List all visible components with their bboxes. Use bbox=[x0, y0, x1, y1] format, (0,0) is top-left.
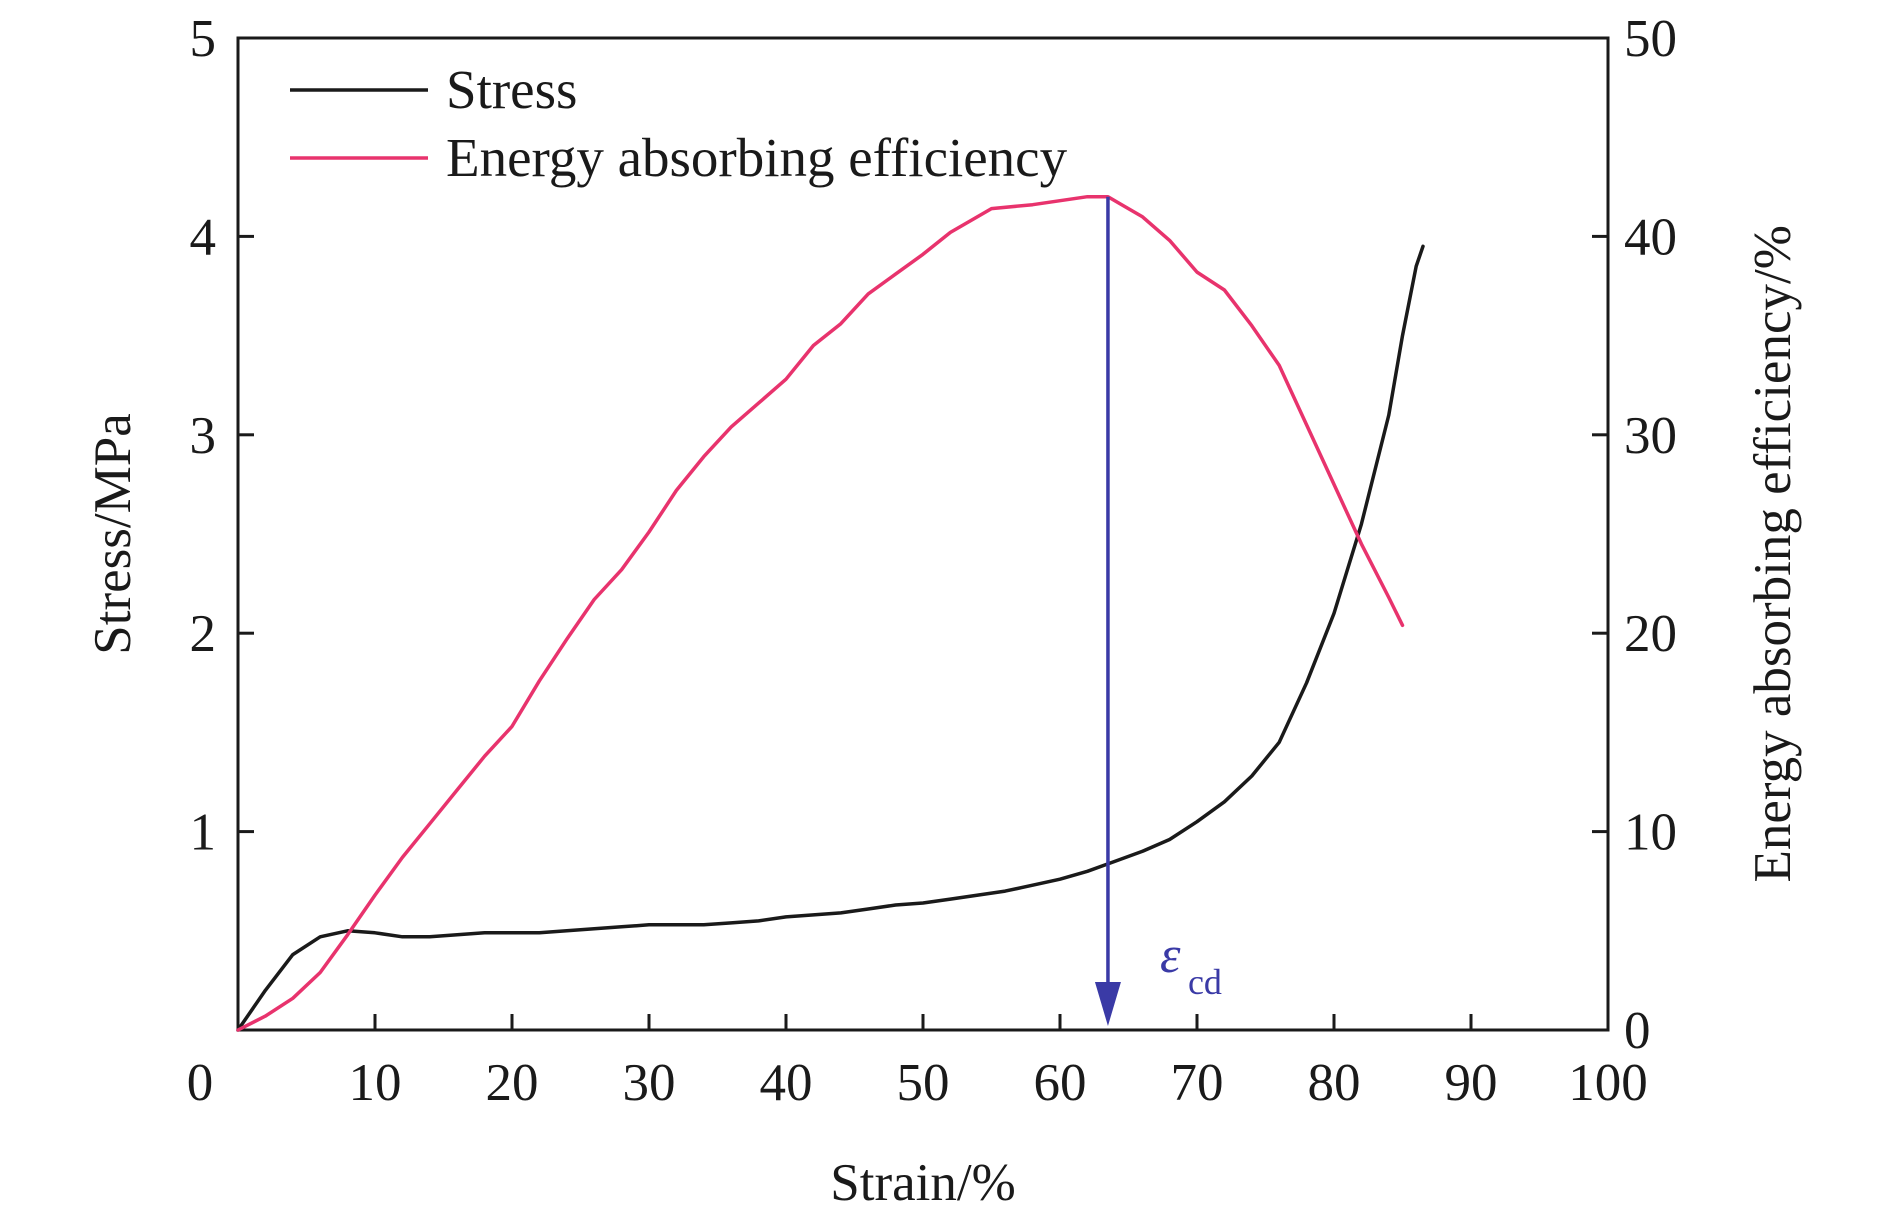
x-tick-label: 30 bbox=[623, 1054, 676, 1112]
x-tick-label: 80 bbox=[1308, 1054, 1361, 1112]
legend-label-stress: Stress bbox=[446, 59, 577, 120]
y2-tick-label: 40 bbox=[1624, 208, 1677, 266]
y2-tick-label: 30 bbox=[1624, 407, 1677, 465]
x-tick-label: 10 bbox=[349, 1054, 402, 1112]
y2-axis-title: Energy absorbing efficiency/% bbox=[1744, 225, 1802, 882]
epsilon-cd-arrow-head bbox=[1094, 982, 1121, 1026]
x-axis-title: Strain/% bbox=[830, 1154, 1015, 1212]
epsilon-cd-label: ε bbox=[1160, 927, 1181, 984]
stress-line bbox=[236, 244, 1425, 1032]
y-tick-label: 5 bbox=[190, 10, 217, 68]
x-tick-label: 50 bbox=[897, 1054, 950, 1112]
x-tick-label: 20 bbox=[486, 1054, 539, 1112]
x-tick-label: 0 bbox=[187, 1054, 214, 1112]
x-tick-label: 60 bbox=[1034, 1054, 1087, 1112]
x-tick-label: 70 bbox=[1171, 1054, 1224, 1112]
y-tick-label: 1 bbox=[190, 804, 217, 862]
y-axis-title: Stress/MPa bbox=[84, 413, 142, 654]
legend-label-energy: Energy absorbing efficiency bbox=[446, 127, 1068, 188]
y2-tick-label: 0 bbox=[1624, 1002, 1651, 1060]
x-tick-label: 100 bbox=[1568, 1054, 1648, 1112]
y-tick-label: 3 bbox=[190, 407, 217, 465]
y-tick-label: 4 bbox=[190, 208, 217, 266]
epsilon-cd-subscript: cd bbox=[1188, 962, 1222, 1002]
y2-tick-label: 20 bbox=[1624, 605, 1677, 663]
x-tick-label: 40 bbox=[760, 1054, 813, 1112]
y-tick-label: 2 bbox=[190, 605, 217, 663]
y2-tick-label: 50 bbox=[1624, 10, 1677, 68]
y2-tick-label: 10 bbox=[1624, 804, 1677, 862]
energy-absorbing-efficiency-line bbox=[236, 194, 1405, 1032]
x-tick-label: 90 bbox=[1445, 1054, 1498, 1112]
